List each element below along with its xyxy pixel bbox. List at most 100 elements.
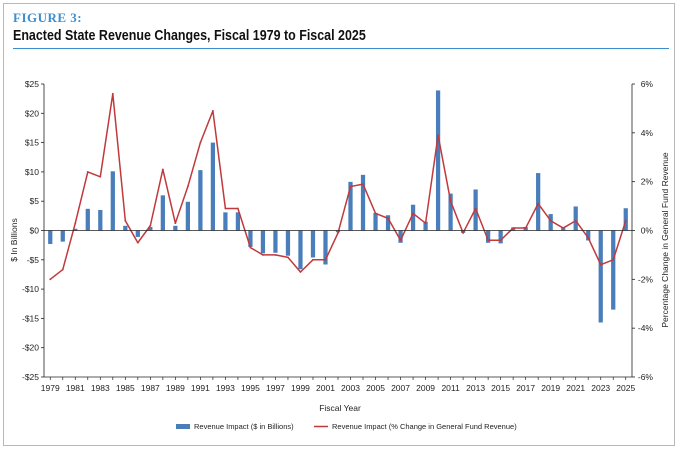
bar-2014 bbox=[486, 230, 491, 243]
bar-1997 bbox=[273, 230, 278, 253]
x-tick-label: 2011 bbox=[441, 383, 460, 393]
line-point-2016 bbox=[512, 227, 515, 229]
x-tick-label: 2019 bbox=[541, 383, 560, 393]
bar-1980 bbox=[60, 230, 65, 242]
x-tick-label: 1995 bbox=[241, 383, 260, 393]
y-tick-label: $5 bbox=[30, 196, 40, 206]
bar-1994 bbox=[235, 212, 241, 231]
bar-2001 bbox=[323, 230, 328, 265]
line-point-2012 bbox=[462, 232, 465, 234]
y2-tick-label: -6% bbox=[638, 372, 654, 382]
line-point-2009 bbox=[424, 222, 427, 225]
y-tick-label: -$5 bbox=[27, 255, 40, 265]
line-point-2025 bbox=[624, 219, 627, 222]
y2-tick-label: 2% bbox=[641, 177, 654, 187]
bar-2008 bbox=[410, 204, 416, 231]
bar-1983 bbox=[98, 209, 103, 231]
bar-2011 bbox=[448, 193, 453, 231]
line-point-2002 bbox=[337, 232, 339, 234]
line-point-1981 bbox=[74, 222, 77, 225]
y-tick-label: $15 bbox=[25, 138, 39, 148]
bar-1993 bbox=[223, 212, 228, 231]
legend-bar-swatch bbox=[176, 424, 190, 429]
line-point-1982 bbox=[86, 171, 89, 173]
y2-tick-label: 0% bbox=[641, 226, 654, 236]
line-point-2005 bbox=[374, 212, 377, 215]
bar-2023 bbox=[598, 230, 603, 323]
bar-1999 bbox=[298, 230, 303, 270]
bar-1991 bbox=[198, 170, 203, 231]
line-point-1984 bbox=[111, 92, 114, 95]
line-point-1983 bbox=[99, 175, 102, 178]
x-tick-label: 2021 bbox=[566, 383, 585, 393]
x-tick-label: 2001 bbox=[316, 383, 335, 393]
line-point-2019 bbox=[549, 219, 552, 222]
line-point-2011 bbox=[449, 200, 452, 203]
x-tick-label: 1999 bbox=[291, 383, 310, 393]
y-tick-label: -$10 bbox=[22, 284, 39, 294]
line-point-1987 bbox=[149, 224, 152, 227]
bar-2009 bbox=[423, 221, 428, 231]
line-point-1979 bbox=[49, 278, 52, 281]
y2-tick-label: -4% bbox=[638, 323, 654, 333]
line-point-2006 bbox=[387, 217, 389, 220]
bar-1984 bbox=[110, 171, 115, 231]
figure-frame bbox=[3, 3, 675, 446]
bar-1996 bbox=[260, 230, 266, 254]
bar-2007 bbox=[398, 230, 403, 243]
x-tick-label: 2005 bbox=[366, 383, 385, 393]
x-tick-label: 1979 bbox=[41, 383, 60, 393]
x-tick-label: 2003 bbox=[341, 383, 360, 393]
x-tick-label: 2017 bbox=[516, 383, 535, 393]
x-tick-label: 1983 bbox=[91, 383, 110, 393]
legend-line-label: Revenue Impact (% Change in General Fund… bbox=[332, 422, 517, 431]
line-point-2024 bbox=[612, 258, 615, 261]
bar-1988 bbox=[160, 195, 165, 231]
y2-axis-title: Percentage Change in General Fund Revenu… bbox=[660, 152, 670, 328]
line-point-1986 bbox=[136, 241, 139, 244]
figure-label: FIGURE 3: bbox=[13, 10, 83, 25]
y-tick-label: $0 bbox=[30, 226, 40, 236]
x-tick-label: 2023 bbox=[591, 383, 610, 393]
line-point-2020 bbox=[562, 227, 565, 229]
line-point-1988 bbox=[161, 168, 164, 171]
bar-1989 bbox=[173, 225, 178, 231]
y2-tick-label: 6% bbox=[641, 79, 654, 89]
line-point-2015 bbox=[499, 239, 502, 242]
line-point-2023 bbox=[599, 263, 602, 266]
y-tick-label: -$15 bbox=[22, 313, 39, 323]
line-point-1985 bbox=[124, 219, 127, 222]
bar-2004 bbox=[360, 174, 366, 231]
line-point-1999 bbox=[299, 271, 302, 273]
line-point-2013 bbox=[474, 207, 477, 210]
bar-2006 bbox=[385, 215, 391, 231]
line-point-1980 bbox=[61, 268, 64, 271]
bar-2020 bbox=[561, 228, 566, 231]
y-tick-label: -$25 bbox=[22, 372, 39, 382]
line-point-1995 bbox=[249, 246, 252, 249]
line-point-2008 bbox=[412, 212, 414, 215]
x-tick-label: 1989 bbox=[166, 383, 185, 393]
y2-tick-label: -2% bbox=[638, 274, 654, 284]
bar-1995 bbox=[248, 230, 253, 247]
line-point-2004 bbox=[362, 183, 364, 186]
y2-tick-label: 4% bbox=[641, 128, 654, 138]
y-tick-label: $20 bbox=[25, 108, 39, 118]
bar-2022 bbox=[586, 230, 591, 241]
y-tick-label: $25 bbox=[25, 79, 39, 89]
bar-1981 bbox=[73, 228, 78, 231]
x-tick-label: 2025 bbox=[616, 383, 635, 393]
bar-1987 bbox=[148, 226, 153, 231]
line-point-1994 bbox=[237, 207, 239, 210]
bar-series bbox=[48, 90, 628, 323]
x-tick-label: 1987 bbox=[141, 383, 160, 393]
line-point-2001 bbox=[324, 258, 327, 261]
x-tick-label: 1981 bbox=[66, 383, 85, 393]
line-point-1991 bbox=[199, 141, 202, 144]
x-tick-label: 1985 bbox=[116, 383, 135, 393]
line-point-2022 bbox=[587, 236, 590, 239]
x-tick-label: 2015 bbox=[491, 383, 510, 393]
line-point-2010 bbox=[437, 134, 439, 137]
x-tick-label: 2009 bbox=[416, 383, 435, 393]
